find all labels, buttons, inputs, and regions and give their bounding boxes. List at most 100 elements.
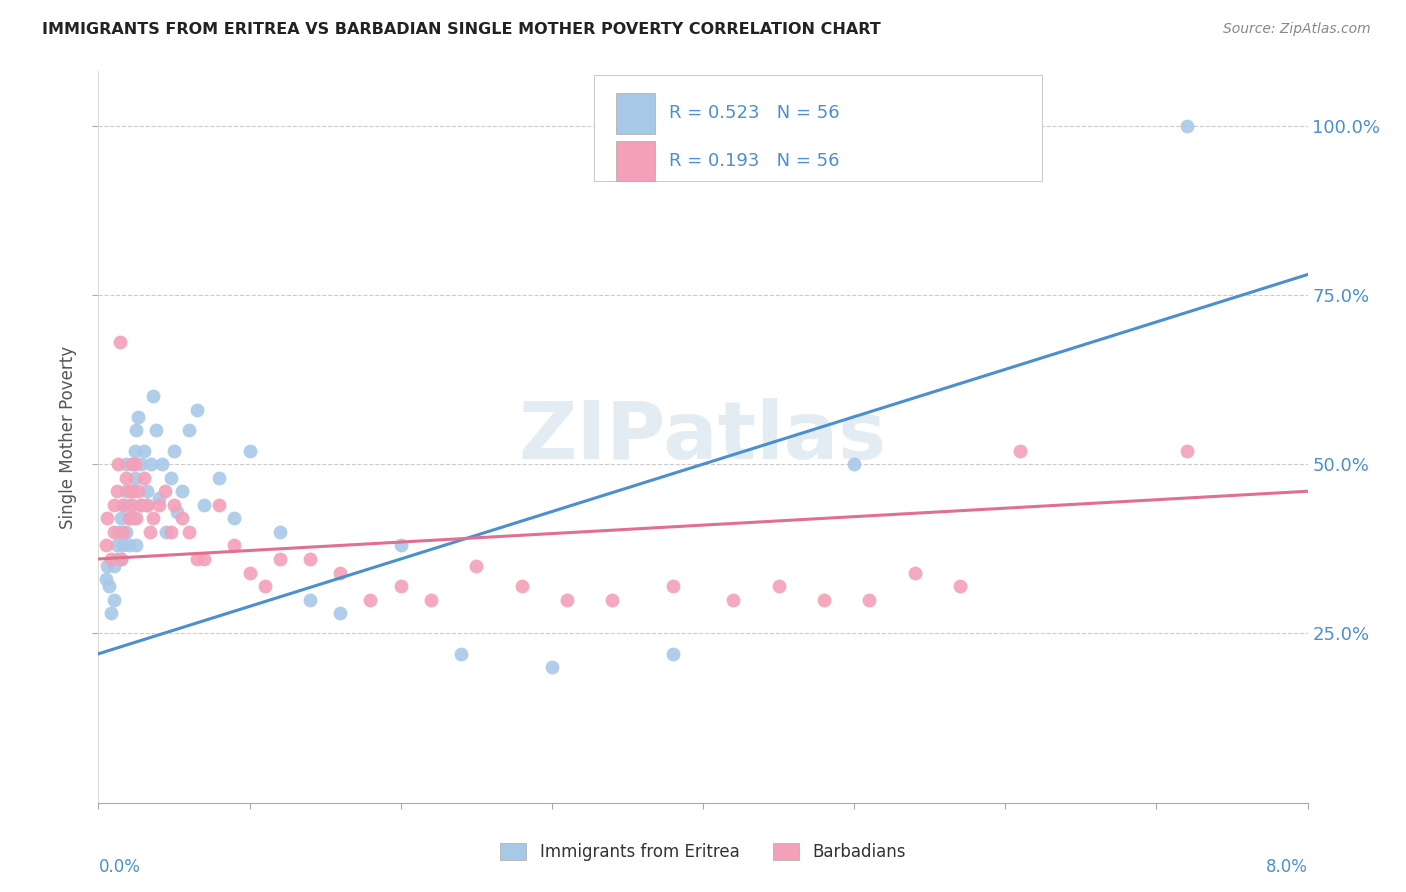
Point — [114, 524, 136, 539]
Point — [269, 552, 291, 566]
Point — [111, 524, 134, 539]
Text: 0.0%: 0.0% — [98, 858, 141, 876]
Point — [360, 592, 382, 607]
Point — [142, 389, 165, 403]
Point — [148, 491, 170, 505]
Point — [98, 579, 121, 593]
Text: Source: ZipAtlas.com: Source: ZipAtlas.com — [1223, 22, 1371, 37]
Point — [239, 443, 262, 458]
Point — [1175, 443, 1198, 458]
Point — [193, 552, 215, 566]
Point — [103, 498, 125, 512]
Text: 8.0%: 8.0% — [1265, 858, 1308, 876]
Point — [329, 606, 352, 620]
Point — [132, 471, 155, 485]
Point — [135, 498, 157, 512]
Point — [132, 443, 155, 458]
Point — [105, 538, 128, 552]
Point — [813, 592, 835, 607]
Point — [125, 538, 148, 552]
Point — [179, 423, 201, 437]
Point — [96, 511, 118, 525]
Point — [118, 484, 141, 499]
Point — [105, 552, 128, 566]
Point — [122, 484, 145, 499]
Point — [120, 498, 142, 512]
Point — [145, 423, 167, 437]
FancyBboxPatch shape — [616, 141, 655, 181]
Point — [420, 592, 443, 607]
Point — [155, 524, 177, 539]
Point — [253, 579, 276, 593]
Point — [1010, 443, 1032, 458]
Point — [118, 511, 141, 525]
Y-axis label: Single Mother Poverty: Single Mother Poverty — [59, 345, 77, 529]
Point — [124, 471, 146, 485]
Point — [555, 592, 578, 607]
Point — [103, 592, 125, 607]
Point — [299, 592, 322, 607]
Point — [114, 484, 136, 499]
Point — [111, 498, 134, 512]
Point — [118, 511, 141, 525]
Point — [602, 592, 624, 607]
Point — [299, 552, 322, 566]
Point — [129, 498, 152, 512]
Point — [148, 498, 170, 512]
Point — [96, 558, 118, 573]
Text: IMMIGRANTS FROM ERITREA VS BARBADIAN SINGLE MOTHER POVERTY CORRELATION CHART: IMMIGRANTS FROM ERITREA VS BARBADIAN SIN… — [42, 22, 882, 37]
Point — [208, 498, 231, 512]
Text: ZIPatlas: ZIPatlas — [519, 398, 887, 476]
Point — [94, 572, 117, 586]
Point — [170, 511, 193, 525]
Point — [329, 566, 352, 580]
Point — [100, 606, 122, 620]
Point — [110, 511, 132, 525]
Point — [186, 552, 208, 566]
Point — [163, 498, 186, 512]
Point — [179, 524, 201, 539]
Point — [100, 552, 122, 566]
Point — [1175, 119, 1198, 133]
Point — [127, 484, 149, 499]
Point — [105, 484, 128, 499]
Point — [153, 484, 176, 499]
Point — [125, 511, 148, 525]
Point — [121, 498, 143, 512]
Point — [858, 592, 880, 607]
Point — [389, 538, 412, 552]
Point — [108, 335, 131, 350]
Point — [103, 524, 125, 539]
Point — [269, 524, 291, 539]
Point — [389, 579, 412, 593]
Point — [107, 457, 129, 471]
Point — [122, 511, 145, 525]
Point — [121, 484, 143, 499]
Point — [224, 538, 246, 552]
Point — [904, 566, 927, 580]
Point — [110, 552, 132, 566]
Point — [163, 443, 186, 458]
Point — [239, 566, 262, 580]
Text: R = 0.193   N = 56: R = 0.193 N = 56 — [669, 152, 839, 170]
Point — [111, 538, 134, 552]
Point — [160, 524, 183, 539]
Point — [150, 457, 173, 471]
Point — [208, 471, 231, 485]
Point — [103, 558, 125, 573]
Point — [121, 457, 143, 471]
Point — [949, 579, 972, 593]
Point — [124, 457, 146, 471]
Text: R = 0.523   N = 56: R = 0.523 N = 56 — [669, 104, 839, 122]
Point — [127, 409, 149, 424]
Point — [129, 457, 152, 471]
Point — [135, 498, 157, 512]
Point — [94, 538, 117, 552]
Point — [125, 423, 148, 437]
Point — [160, 471, 183, 485]
Point — [844, 457, 866, 471]
Point — [540, 660, 562, 674]
Point — [510, 579, 533, 593]
Point — [142, 511, 165, 525]
Point — [465, 558, 488, 573]
